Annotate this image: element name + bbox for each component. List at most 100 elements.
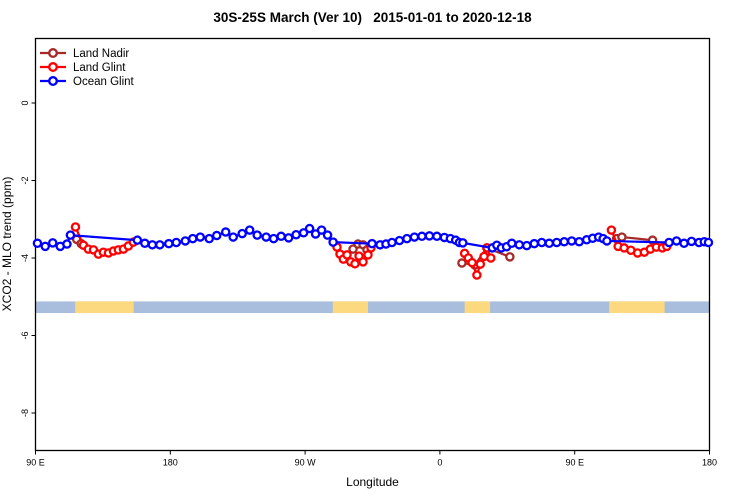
band-ocean xyxy=(35,301,710,314)
data-point-marker xyxy=(559,236,569,247)
data-point-marker xyxy=(316,225,327,235)
data-point-marker xyxy=(457,258,467,268)
data-point-marker xyxy=(268,233,279,244)
data-point-marker xyxy=(147,240,158,250)
series-ocean-glint xyxy=(32,223,714,253)
data-point-marker xyxy=(522,240,532,251)
data-point-marker xyxy=(70,222,81,232)
x-tick-label: 90 E xyxy=(26,458,45,468)
x-axis-title: Longitude xyxy=(346,475,399,489)
data-point-marker xyxy=(417,231,427,242)
data-point-marker xyxy=(237,228,247,239)
data-point-marker xyxy=(467,257,477,268)
data-point-marker xyxy=(220,227,231,237)
legend-circle-icon xyxy=(48,62,59,73)
data-point-marker xyxy=(679,238,689,249)
land-ocean-band xyxy=(35,301,710,314)
data-point-marker xyxy=(703,237,714,248)
data-point-marker xyxy=(505,252,515,262)
data-point-marker xyxy=(432,231,442,242)
data-point-marker xyxy=(140,238,150,249)
data-point-marker xyxy=(536,237,547,248)
data-point-marker xyxy=(686,236,697,247)
y-axis: 0 -2 -4 -6 -8 xyxy=(20,100,36,417)
y-tick-label: -4 xyxy=(20,254,30,262)
data-point-marker xyxy=(475,259,486,269)
data-point-marker xyxy=(204,233,214,244)
band-land-segment xyxy=(464,301,491,314)
y-tick-label: -8 xyxy=(20,409,30,417)
x-tick-label: 0 xyxy=(437,458,442,468)
legend-label: Land Nadir xyxy=(73,48,129,60)
data-point-marker xyxy=(472,270,482,280)
data-point-marker xyxy=(664,237,674,248)
data-point-marker xyxy=(298,228,309,238)
legend-label: Land Glint xyxy=(73,62,126,74)
data-point-marker xyxy=(283,233,294,243)
data-point-marker xyxy=(252,230,262,240)
legend-item-land-nadir: Land Nadir xyxy=(40,48,129,60)
data-point-marker xyxy=(387,237,397,248)
data-point-marker xyxy=(164,238,174,249)
data-point-marker xyxy=(171,237,182,248)
data-point-marker xyxy=(402,233,412,244)
data-point-marker xyxy=(367,238,377,249)
data-point-marker xyxy=(602,236,612,246)
data-point-marker xyxy=(458,238,468,248)
data-point-marker xyxy=(195,232,206,242)
data-point-marker xyxy=(188,233,198,244)
data-point-marker xyxy=(261,232,271,242)
y-tick-label: -6 xyxy=(20,331,30,339)
data-point-marker xyxy=(409,232,420,242)
data-point-marker xyxy=(211,230,222,241)
legend-item-ocean-glint: Ocean Glint xyxy=(40,75,135,88)
data-point-marker xyxy=(62,239,72,249)
data-point-marker xyxy=(32,238,43,249)
y-tick-label: 0 xyxy=(20,100,30,105)
legend: Land Nadir Land Glint Ocean Glint xyxy=(40,48,135,88)
data-point-marker xyxy=(606,225,617,235)
x-axis: 90 E 180 90 W 0 90 E 180 xyxy=(26,450,717,468)
data-point-marker xyxy=(40,241,50,252)
data-point-marker xyxy=(551,237,562,248)
series-land-glint xyxy=(70,222,672,280)
data-point-marker xyxy=(617,232,627,242)
y-tick-label: -2 xyxy=(20,176,30,184)
data-point-marker xyxy=(304,223,315,234)
data-point-marker xyxy=(486,253,496,263)
chart-title: 30S-25S March (Ver 10) 2015-01-01 to 202… xyxy=(213,10,532,25)
data-point-marker xyxy=(328,237,338,247)
data-point-marker xyxy=(566,236,577,246)
data-point-marker xyxy=(544,238,554,249)
data-point-marker xyxy=(180,236,191,246)
band-land-segment xyxy=(609,301,665,314)
data-point-marker xyxy=(671,236,682,246)
data-point-marker xyxy=(574,236,584,247)
legend-item-land-glint: Land Glint xyxy=(40,62,126,74)
band-land-segment xyxy=(332,301,369,314)
data-point-marker xyxy=(529,238,540,249)
x-tick-label: 90 W xyxy=(295,458,317,468)
data-point-marker xyxy=(350,259,360,269)
legend-circle-icon xyxy=(48,75,59,86)
data-point-marker xyxy=(424,231,435,241)
data-point-marker xyxy=(47,238,58,248)
x-tick-label: 180 xyxy=(163,458,178,468)
legend-circle-icon xyxy=(48,48,59,59)
data-point-marker xyxy=(514,240,525,250)
legend-label: Ocean Glint xyxy=(73,76,135,88)
data-point-marker xyxy=(358,257,368,267)
data-point-marker xyxy=(244,225,255,235)
data-point-marker xyxy=(155,240,165,250)
data-point-marker xyxy=(291,229,301,240)
data-point-marker xyxy=(228,232,238,242)
data-point-marker xyxy=(276,231,286,242)
data-point-marker xyxy=(322,230,333,240)
x-tick-label: 90 E xyxy=(565,458,584,468)
band-land-segment xyxy=(75,301,134,314)
data-point-marker xyxy=(132,235,143,245)
data-point-marker xyxy=(394,235,405,246)
data-point-marker xyxy=(507,238,517,249)
